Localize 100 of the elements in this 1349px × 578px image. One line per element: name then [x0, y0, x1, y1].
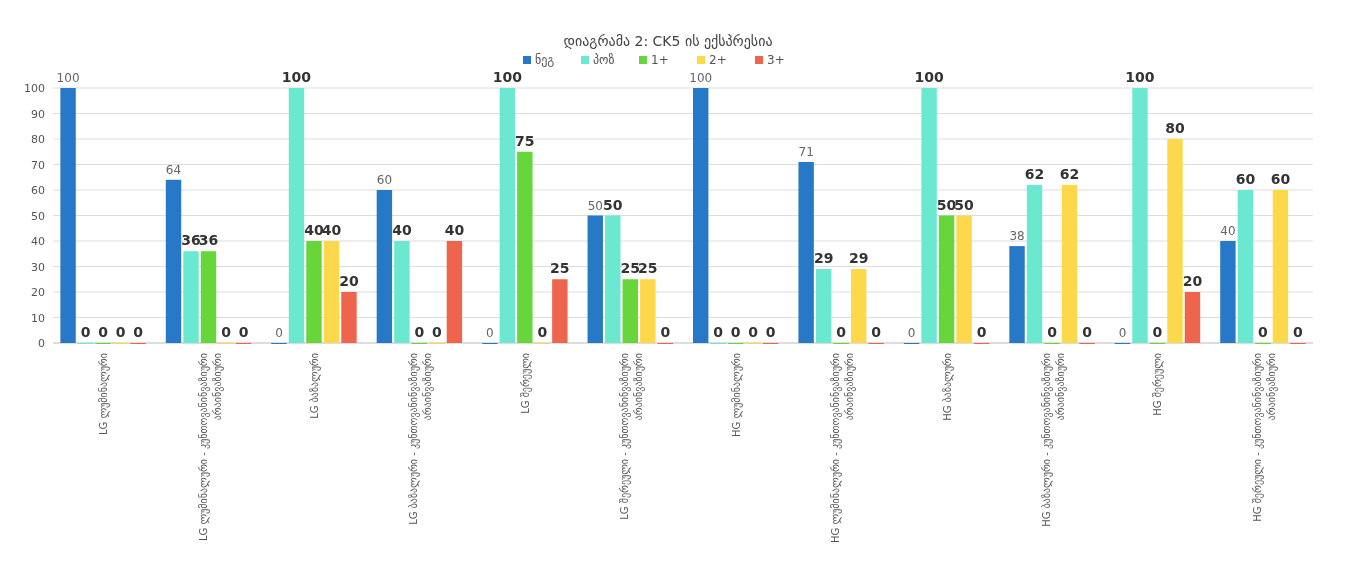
bar: [1237, 190, 1254, 343]
bar: [622, 279, 638, 343]
data-label: 0: [133, 324, 144, 340]
bar: [798, 161, 814, 343]
bar: [1009, 246, 1025, 343]
x-tick-label: LG ლუმინალური - კუნთოვანინვაზიური არაინვაზიური: [197, 353, 224, 542]
bar: [60, 88, 76, 343]
data-label: 0: [1118, 326, 1127, 340]
data-label: 20: [339, 273, 359, 289]
bar: [517, 151, 533, 343]
x-tick-label: LG ლუმინალური: [98, 353, 111, 436]
data-label: 0: [1047, 324, 1058, 340]
data-label: 0: [1258, 324, 1269, 340]
x-tick-label: HG ბაზალური: [941, 353, 954, 421]
legend-label: 2+: [709, 53, 727, 67]
data-label: 100: [1125, 69, 1155, 85]
data-label: 40: [304, 222, 324, 238]
bar: [376, 190, 393, 343]
data-label: 100: [56, 71, 80, 85]
data-label: 40: [1220, 224, 1236, 238]
bar: [288, 88, 305, 343]
data-label: 0: [414, 324, 425, 340]
data-label: 0: [275, 326, 283, 340]
bar: [693, 88, 709, 343]
bar: [921, 88, 937, 343]
legend-label: 1+: [651, 53, 669, 67]
bar: [1132, 88, 1148, 343]
data-label: 38: [1009, 229, 1025, 244]
y-tick-label: 60: [31, 184, 45, 197]
bar: [446, 241, 463, 343]
data-label: 50: [954, 196, 975, 213]
bar: [499, 88, 516, 343]
bar: [306, 241, 322, 343]
legend-label: 3+: [767, 53, 785, 67]
data-label: 0: [238, 324, 249, 340]
data-label: 0: [537, 324, 548, 340]
data-label: 0: [871, 324, 882, 340]
data-label: 75: [515, 132, 535, 149]
y-tick-label: 50: [31, 209, 45, 223]
data-label: 50: [936, 196, 957, 213]
data-label: 0: [80, 324, 91, 340]
x-tick-label: HG ლუმინალური - კუნთოვანინვაზიური არაინვაზიური: [830, 353, 857, 543]
data-label: 100: [281, 69, 312, 85]
data-label: 0: [1152, 324, 1163, 340]
legend-label: ნეგ: [535, 53, 555, 67]
data-label: 0: [432, 324, 443, 340]
y-tick-label: 70: [31, 158, 45, 172]
data-label: 20: [1182, 273, 1203, 289]
bar: [323, 241, 340, 343]
bar: [587, 215, 603, 343]
x-tick-label: LG ბაზალური - კუნთოვანინვაზიური არაინვაზიური: [408, 353, 435, 525]
data-label: 0: [486, 326, 494, 340]
bar: [850, 269, 867, 343]
data-label: 71: [798, 144, 814, 159]
data-label: 100: [689, 71, 713, 85]
data-label: 60: [1270, 171, 1291, 187]
data-label: 0: [660, 324, 671, 340]
data-label: 100: [492, 69, 523, 85]
x-tick-label: LG ბაზალური: [308, 353, 321, 419]
bar: [183, 251, 199, 343]
data-label: 40: [321, 222, 342, 238]
data-label: 0: [765, 324, 776, 340]
data-label: 29: [813, 250, 834, 267]
data-label: 0: [748, 324, 759, 340]
data-label: 0: [976, 324, 987, 340]
data-label: 100: [914, 69, 944, 85]
chart-title: დიაგრამა 2: CK5 ის ექსპრესია: [563, 33, 773, 49]
data-label: 0: [115, 324, 126, 340]
data-label: 50: [587, 198, 603, 213]
y-tick-label: 30: [31, 260, 45, 274]
bar: [165, 179, 182, 343]
y-tick-label: 80: [31, 133, 45, 146]
bar: [200, 251, 217, 343]
data-label: 29: [848, 250, 869, 267]
y-tick-label: 40: [31, 235, 45, 248]
data-label: 62: [1024, 165, 1045, 182]
x-tick-label: HG შერეული - კუნთოვანინვაზიური არაინვაზიური: [1251, 353, 1278, 522]
legend-label: პოზ: [593, 53, 615, 67]
x-tick-label: LG შერეული - კუნთოვანინვაზიური არაინვაზიური: [619, 353, 646, 520]
bar: [640, 279, 656, 343]
data-label: 40: [444, 222, 465, 238]
bar: [341, 292, 357, 343]
x-tick-label: HG ბაზალური - კუნთოვანინვაზიური არაინვაზიური: [1041, 353, 1068, 527]
bar: [956, 215, 972, 343]
y-tick-label: 90: [31, 107, 45, 121]
data-label: 25: [550, 260, 570, 277]
data-label: 64: [165, 162, 182, 177]
bar: [938, 215, 955, 343]
bar: [394, 241, 410, 343]
data-label: 50: [603, 196, 623, 213]
data-label: 0: [836, 324, 847, 340]
data-label: 0: [98, 324, 109, 340]
data-label: 80: [1165, 120, 1185, 136]
bar: [1026, 184, 1043, 343]
data-label: 0: [221, 324, 232, 340]
data-label: 0: [1293, 324, 1304, 340]
data-label: 0: [1082, 324, 1093, 340]
y-tick-label: 10: [31, 311, 45, 325]
bar: [1184, 292, 1201, 343]
data-label: 40: [392, 222, 412, 238]
